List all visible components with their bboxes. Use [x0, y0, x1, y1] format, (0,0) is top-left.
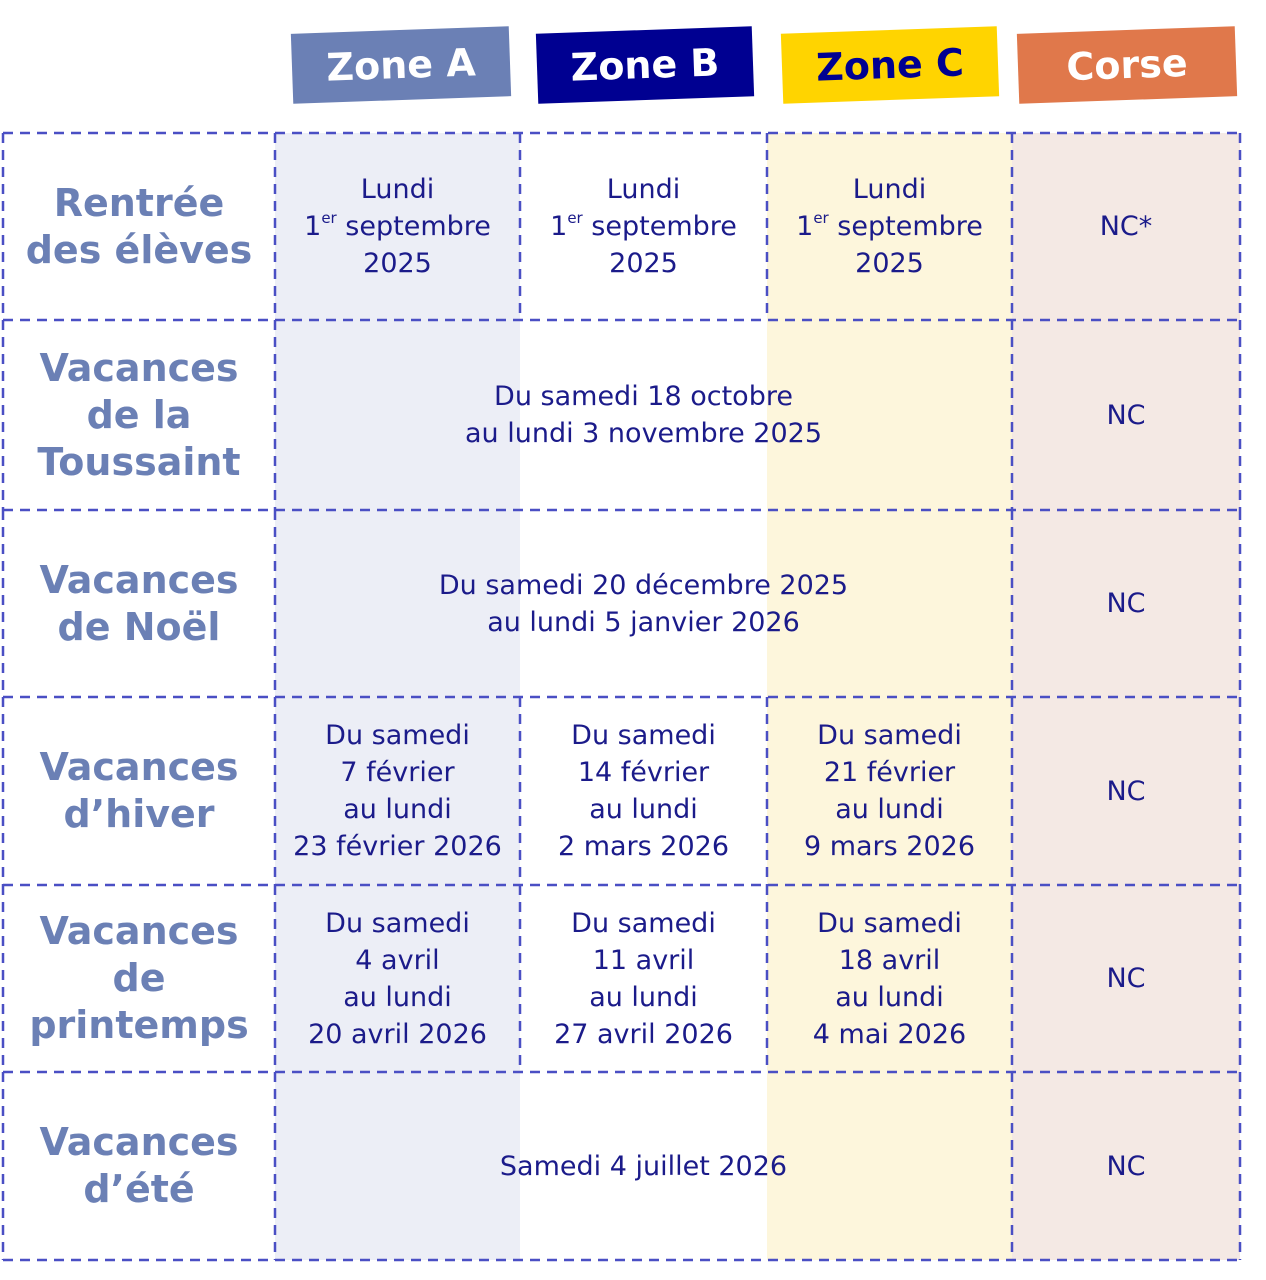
zone-cell: Du samedi 7 février au lundi 23 février 202… [275, 697, 520, 885]
zone-cell: Du samedi 18 avril au lundi 4 mai 2026 [767, 885, 1012, 1072]
text-line: 1er septembre [550, 208, 737, 245]
zone-cell: Lundi 1er septembre 2025 [767, 133, 1012, 320]
corse-cell: NC* [1012, 133, 1240, 320]
text-line: Du samedi [571, 720, 716, 751]
text-line: 9 mars 2026 [803, 831, 976, 862]
all-zones-cell: Du samedi 18 octobre au lundi 3 novembre … [275, 320, 1012, 510]
text-line: Du samedi 20 décembre 2025 [438, 569, 849, 601]
text-line: 2 mars 2026 [557, 831, 730, 862]
text-line: au lundi 5 janvier 2026 [487, 606, 800, 638]
text-line: Vacances [39, 345, 239, 390]
text-line: Du samedi [325, 907, 470, 939]
text-part: er [813, 209, 829, 227]
corse-cell: NC [1012, 320, 1240, 510]
text-line: au lundi [589, 794, 698, 825]
text-line: NC* [1099, 211, 1153, 242]
text-line: Lundi [852, 174, 927, 205]
text-line: 2025 [363, 248, 432, 279]
text-line: des élèves [25, 227, 253, 272]
text-line: 14 février [577, 757, 710, 788]
text-line: NC [1106, 963, 1146, 994]
zone-cell: Du samedi 21 février au lundi 9 mars 2026 [767, 697, 1012, 885]
row-label: Vacances d’été [3, 1072, 275, 1260]
text-line: 11 avril [592, 944, 695, 976]
zone-cell: Lundi 1er septembre 2025 [520, 133, 767, 320]
text-part: er [321, 209, 337, 227]
text-line: 1er septembre [796, 208, 983, 245]
text-line: 18 avril [838, 944, 941, 976]
all-zones-cell: Du samedi 20 décembre 2025 au lundi 5 jan… [275, 510, 1012, 697]
row-label: Vacances d’hiver [3, 697, 275, 885]
text-line: printemps [29, 1003, 249, 1047]
corse-cell: NC [1012, 885, 1240, 1072]
text-line: 7 février [340, 757, 455, 788]
zone-cell: Du samedi 11 avril au lundi 27 avril 2026 [520, 885, 767, 1072]
text-line: NC [1106, 588, 1146, 619]
text-line: 4 mai 2026 [812, 1018, 967, 1050]
zone-cell: Du samedi 14 février au lundi 2 mars 2026 [520, 697, 767, 885]
text-part: 1 [304, 211, 322, 242]
zone-cell: Du samedi 4 avril au lundi 20 avril 2026 [275, 885, 520, 1072]
row-label: Vacances de la Toussaint [3, 320, 275, 510]
row-label: Vacances de Noël [3, 510, 275, 697]
text-part: septembre [582, 211, 737, 242]
corse-cell: NC [1012, 1072, 1240, 1260]
text-line: Vacances [39, 909, 239, 953]
text-line: 2025 [609, 248, 678, 279]
corse-cell: NC [1012, 510, 1240, 697]
text-line: au lundi [343, 794, 452, 825]
text-part: 1 [796, 211, 814, 242]
text-line: Du samedi [571, 907, 716, 939]
text-line: 21 février [823, 757, 956, 788]
text-line: Toussaint [37, 439, 241, 484]
text-line: NC [1106, 1150, 1146, 1182]
text-line: Du samedi [325, 720, 470, 751]
text-line: 2025 [855, 248, 924, 279]
text-line: Vacances [39, 557, 239, 602]
text-line: de Noël [57, 604, 221, 649]
text-line: Vacances [39, 1120, 239, 1164]
text-line: au lundi [835, 981, 944, 1013]
text-line: d’hiver [63, 792, 215, 836]
text-line: NC [1106, 775, 1146, 807]
text-line: 27 avril 2026 [554, 1018, 733, 1050]
text-line: Lundi [606, 174, 681, 205]
text-line: Lundi [360, 174, 435, 205]
text-part: septembre [828, 211, 983, 242]
text-line: au lundi [835, 794, 944, 825]
row-label: Vacances de printemps [3, 885, 275, 1072]
text-line: Vacances [39, 745, 239, 789]
text-line: au lundi [589, 981, 698, 1013]
text-line: NC [1106, 399, 1146, 431]
text-line: 20 avril 2026 [308, 1018, 487, 1050]
text-part: er [567, 209, 583, 227]
text-line: Du samedi [817, 907, 962, 939]
text-line: Rentrée [53, 180, 225, 225]
text-line: Du samedi [817, 720, 962, 751]
text-line: au lundi [343, 981, 452, 1013]
text-line: d’été [83, 1167, 195, 1211]
text-part: 1 [550, 211, 568, 242]
text-line: Du samedi 18 octobre [494, 381, 793, 412]
text-line: de [112, 956, 166, 1000]
text-line: Samedi 4 juillet 2026 [499, 1150, 788, 1182]
all-zones-cell: Samedi 4 juillet 2026 [275, 1072, 1012, 1260]
corse-cell: NC [1012, 697, 1240, 885]
row-label: Rentrée des élèves [3, 133, 275, 320]
text-line: au lundi 3 novembre 2025 [464, 418, 823, 449]
text-part: septembre [336, 211, 491, 242]
zone-cell: Lundi 1er septembre 2025 [275, 133, 520, 320]
text-line: 1er septembre [304, 208, 491, 245]
text-line: de la [86, 392, 192, 437]
text-line: 4 avril [355, 944, 440, 976]
text-line: 23 février 2026 [293, 831, 502, 862]
